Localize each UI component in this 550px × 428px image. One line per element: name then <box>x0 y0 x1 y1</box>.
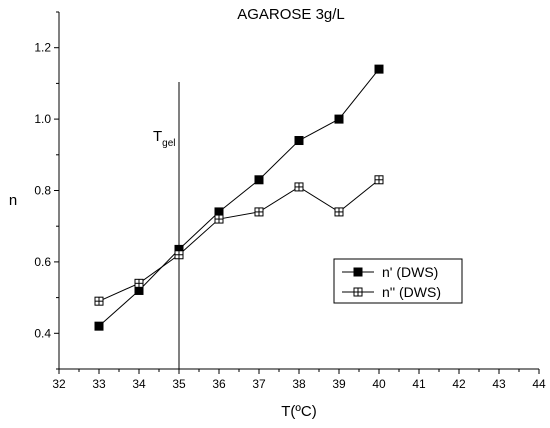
legend-label: n' (DWS) <box>382 264 438 280</box>
y-axis-ticks: 0.4 0.6 0.8 1.0 1.2 <box>34 11 59 370</box>
tgel-label-main: T <box>153 128 162 145</box>
data-point <box>353 287 363 297</box>
x-tick-label: 34 <box>132 377 146 391</box>
x-tick-label: 33 <box>92 377 106 391</box>
data-point <box>214 214 224 224</box>
legend-item: n'' (DWS) <box>342 284 441 300</box>
data-point <box>254 207 264 217</box>
y-tick-label: 0.8 <box>34 184 51 198</box>
data-point <box>94 321 104 331</box>
x-tick-label: 41 <box>412 377 426 391</box>
y-axis-title: n <box>9 192 17 209</box>
x-tick-label: 40 <box>372 377 386 391</box>
tgel-label: Tgel <box>153 128 176 149</box>
legend-item: n' (DWS) <box>342 264 438 280</box>
x-tick-label: 38 <box>292 377 306 391</box>
series-2 <box>94 175 384 306</box>
x-tick-label: 43 <box>492 377 506 391</box>
y-tick-label: 1.2 <box>34 41 51 55</box>
x-tick-label: 35 <box>172 377 186 391</box>
y-tick-label: 0.6 <box>34 255 51 269</box>
series-line <box>98 179 380 302</box>
legend-label: n'' (DWS) <box>382 284 441 300</box>
x-tick-label: 44 <box>532 377 546 391</box>
x-tick-label: 42 <box>452 377 466 391</box>
data-point <box>374 64 384 74</box>
x-tick-label: 37 <box>252 377 266 391</box>
y-tick-label: 0.4 <box>34 326 51 340</box>
x-axis-title: T(ºC) <box>281 403 316 420</box>
y-tick-label: 1.0 <box>34 112 51 126</box>
annotations: Tgel <box>153 82 180 369</box>
data-point <box>334 207 344 217</box>
x-axis-ticks: 32 33 34 35 36 37 38 39 40 41 42 43 44 <box>52 369 546 391</box>
data-point <box>134 278 144 288</box>
data-point <box>353 267 363 277</box>
chart-title: AGAROSE 3g/L <box>237 6 345 23</box>
data-point <box>294 182 304 192</box>
data-point <box>374 175 384 185</box>
x-tick-label: 36 <box>212 377 226 391</box>
tgel-label-sub: gel <box>162 138 175 149</box>
x-tick-label: 32 <box>52 377 66 391</box>
data-point <box>334 114 344 124</box>
x-tick-label: 39 <box>332 377 346 391</box>
series-line <box>98 68 380 327</box>
data-point <box>174 250 184 260</box>
data-point <box>254 175 264 185</box>
data-point <box>94 296 104 306</box>
legend: n' (DWS) n'' (DWS) <box>333 258 463 304</box>
series-layer <box>94 64 384 331</box>
data-point <box>294 136 304 146</box>
